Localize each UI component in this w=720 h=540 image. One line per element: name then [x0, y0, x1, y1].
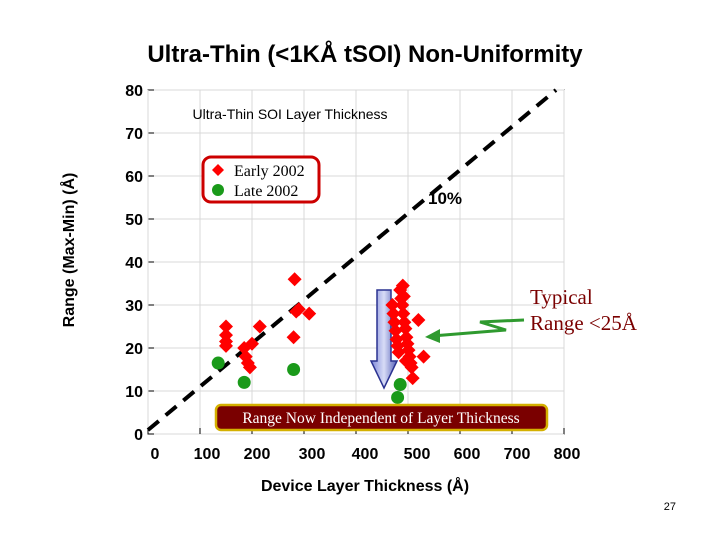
reference-line-10pct	[146, 88, 558, 432]
data-point-early	[395, 278, 410, 293]
typical-range-label: Typical Range <25Å	[530, 285, 638, 335]
y-tick-label: 50	[125, 212, 143, 229]
y-tick-label: 0	[134, 427, 143, 444]
x-tick-label: 200	[244, 446, 271, 463]
grid-lines	[147, 89, 565, 435]
data-point-early	[398, 353, 413, 368]
data-point-early	[396, 306, 411, 321]
data-point-late	[391, 390, 405, 404]
data-point-early	[286, 330, 301, 345]
independent-annotation: Range Now Independent of Layer Thickness	[214, 403, 549, 432]
annotation-text: Range Now Independent of Layer Thickness	[242, 410, 519, 427]
x-tick-label: 700	[504, 446, 531, 463]
callout-arrowhead	[425, 329, 440, 343]
data-point-early	[252, 319, 267, 334]
legend: Early 2002 Late 2002	[201, 155, 321, 204]
y-tick-label: 80	[125, 83, 143, 100]
data-point-early	[416, 349, 431, 364]
data-point-early	[302, 306, 317, 321]
legend-late-label: Late 2002	[234, 183, 298, 200]
data-point-late	[211, 356, 225, 370]
data-point-early	[396, 289, 411, 304]
reference-line-label: 10%	[428, 189, 462, 208]
data-point-early	[391, 345, 406, 360]
y-tick-label: 70	[125, 126, 143, 143]
x-tick-label: 800	[554, 446, 581, 463]
data-point-early	[398, 321, 413, 336]
chart-title: Ultra-Thin SOI Layer Thickness	[192, 106, 387, 122]
y-axis-label: Range (Max-Min) (Å)	[59, 173, 78, 328]
y-ticks: 0 10 20 30 40 50 60 70 80	[125, 83, 143, 444]
plot-area: 0 10 20 30 40 50 60 70 80 0 100 200 300 400 500 600 700…	[125, 83, 580, 463]
x-tick-label: 100	[194, 446, 221, 463]
series-late-2002	[211, 356, 407, 404]
data-point-late	[393, 378, 407, 392]
x-tick-label: 300	[299, 446, 326, 463]
data-point-early	[387, 315, 402, 330]
y-tick-label: 40	[125, 255, 143, 272]
y-tick-label: 10	[125, 384, 143, 401]
data-point-early	[219, 319, 233, 334]
data-point-early	[395, 298, 410, 312]
legend-late-marker	[212, 184, 224, 196]
data-point-early	[388, 323, 403, 338]
typical-range-callout: Typical Range <25Å	[425, 285, 638, 343]
data-point-early	[287, 272, 302, 287]
data-point-early	[219, 338, 233, 353]
x-tick-label: 500	[404, 446, 431, 463]
callout-zigzag-arrow	[431, 318, 525, 338]
x-tick-label: 0	[151, 446, 160, 463]
page-number: 27	[664, 501, 676, 513]
data-point-early	[385, 298, 400, 312]
x-tick-label: 600	[454, 446, 481, 463]
legend-early-label: Early 2002	[234, 163, 305, 180]
x-axis-label: Device Layer Thickness (Å)	[261, 476, 469, 495]
x-ticks: 0 100 200 300 400 500 600 700 800	[151, 446, 581, 463]
data-point-early	[405, 371, 420, 386]
x-tick-label: 400	[352, 446, 379, 463]
data-point-early	[386, 306, 401, 321]
data-point-early	[411, 313, 426, 328]
y-tick-label: 30	[125, 298, 143, 315]
series-early-2002	[219, 272, 431, 386]
data-point-late	[237, 375, 251, 389]
annotation-box	[214, 403, 549, 432]
data-point-late	[287, 363, 301, 376]
data-point-early	[291, 302, 306, 317]
data-point-early	[242, 360, 257, 375]
legend-box	[201, 155, 321, 204]
y-tick-label: 60	[125, 169, 143, 186]
legend-early-marker	[212, 164, 224, 176]
data-point-early	[245, 336, 259, 351]
y-tick-label: 20	[125, 341, 143, 358]
slide-title: Ultra-Thin (<1KÅ tSOI) Non-Uniformity	[147, 40, 583, 68]
